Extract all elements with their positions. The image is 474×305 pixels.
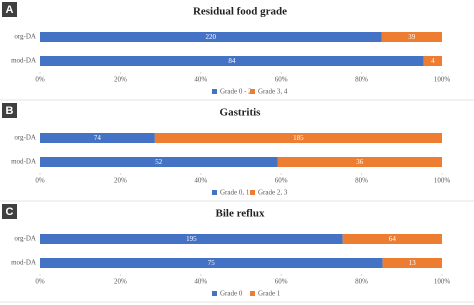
panel-badge	[2, 204, 17, 219]
x-tick-label: 100%	[434, 278, 451, 286]
y-tick-label: mod-DA	[11, 57, 36, 65]
bar-segment	[342, 234, 442, 244]
panel-badge	[2, 2, 17, 17]
x-tick-label: 100%	[434, 76, 451, 84]
legend-swatch	[212, 291, 217, 296]
bar-segment	[381, 32, 442, 42]
data-label: 64	[389, 235, 397, 243]
x-tick-label: 20%	[114, 278, 127, 286]
data-label: 185	[293, 134, 304, 142]
legend-swatch	[212, 89, 217, 94]
legend-label: Grade 0 - 2	[220, 88, 252, 96]
data-label: 39	[408, 33, 416, 41]
bar-segment	[40, 157, 278, 167]
bar-segment	[40, 258, 383, 268]
legend-swatch	[250, 190, 255, 195]
chart-title: Gastritis	[220, 107, 262, 119]
chart-title: Bile reflux	[216, 208, 265, 220]
x-tick-label: 0%	[35, 76, 45, 84]
data-label: 4	[431, 57, 435, 65]
y-tick-label: mod-DA	[11, 158, 36, 166]
legend-swatch	[250, 291, 255, 296]
x-tick-label: 40%	[194, 278, 207, 286]
y-tick-label: org-DA	[14, 33, 36, 41]
bar-segment	[423, 56, 442, 66]
legend-label: Grade 1	[258, 290, 281, 298]
legend-label: Grade 2, 3	[258, 189, 288, 197]
data-label: 52	[155, 158, 163, 166]
x-tick-label: 0%	[35, 177, 45, 185]
x-tick-label: 40%	[194, 177, 207, 185]
x-tick-label: 60%	[275, 76, 288, 84]
data-label: 13	[409, 259, 417, 267]
x-tick-label: 60%	[275, 177, 288, 185]
bar-segment	[40, 133, 155, 143]
chart-title: Residual food grade	[193, 6, 287, 18]
legend-swatch	[250, 89, 255, 94]
x-tick-label: 40%	[194, 76, 207, 84]
panel-label: B	[6, 105, 14, 117]
data-label: 36	[356, 158, 364, 166]
y-tick-label: org-DA	[14, 235, 36, 243]
data-label: 75	[208, 259, 216, 267]
legend-label: Grade 3, 4	[258, 88, 288, 96]
x-tick-label: 0%	[35, 278, 45, 286]
y-tick-label: org-DA	[14, 134, 36, 142]
legend-label: Grade 0, 1	[220, 189, 250, 197]
bar-segment	[40, 32, 382, 42]
y-tick-label: mod-DA	[11, 259, 36, 267]
data-label: 195	[186, 235, 197, 243]
data-label: 220	[205, 33, 216, 41]
panel-badge	[2, 103, 17, 118]
legend-label: Grade 0	[220, 290, 243, 298]
data-label: 74	[94, 134, 102, 142]
bar-segment	[40, 234, 343, 244]
panel-label: C	[6, 206, 14, 218]
x-tick-label: 60%	[275, 278, 288, 286]
x-tick-label: 80%	[355, 177, 368, 185]
bar-segment	[40, 56, 424, 66]
x-tick-label: 80%	[355, 76, 368, 84]
bar-segment	[382, 258, 442, 268]
x-tick-label: 20%	[114, 76, 127, 84]
bar-segment	[277, 157, 442, 167]
x-tick-label: 100%	[434, 177, 451, 185]
data-label: 84	[228, 57, 236, 65]
panel-label: A	[6, 4, 14, 16]
bar-segment	[154, 133, 442, 143]
x-tick-label: 20%	[114, 177, 127, 185]
x-tick-label: 80%	[355, 278, 368, 286]
legend-swatch	[212, 190, 217, 195]
